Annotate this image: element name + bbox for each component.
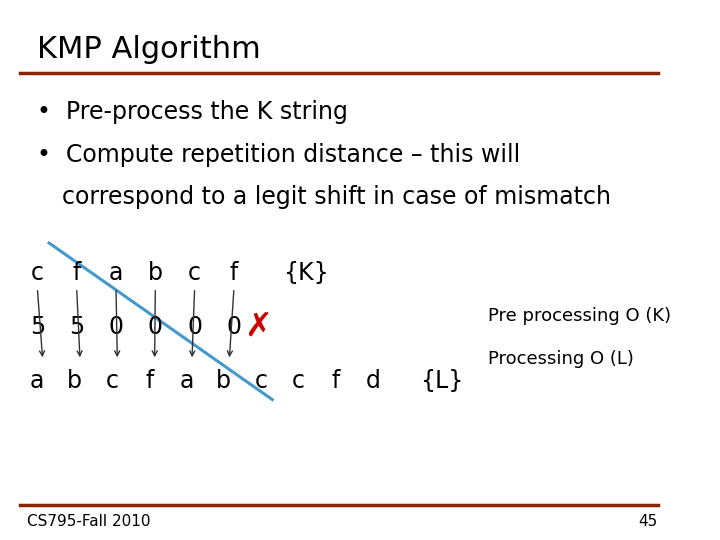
Text: {L}: {L} — [420, 369, 464, 393]
Text: Pre processing O (K): Pre processing O (K) — [488, 307, 672, 325]
Text: f: f — [331, 369, 340, 393]
Text: c: c — [105, 369, 118, 393]
Text: c: c — [292, 369, 305, 393]
Text: 0: 0 — [109, 315, 123, 339]
Text: a: a — [30, 369, 45, 393]
Text: 0: 0 — [227, 315, 241, 339]
Text: ✗: ✗ — [243, 310, 271, 343]
Text: correspond to a legit shift in case of mismatch: correspond to a legit shift in case of m… — [62, 185, 611, 208]
Text: b: b — [216, 369, 231, 393]
Text: 5: 5 — [30, 315, 45, 339]
Text: b: b — [148, 261, 163, 285]
Text: c: c — [31, 261, 44, 285]
Text: b: b — [67, 369, 82, 393]
Text: f: f — [145, 369, 153, 393]
Text: Processing O (L): Processing O (L) — [488, 350, 634, 368]
Text: f: f — [230, 261, 238, 285]
Text: {K}: {K} — [284, 261, 329, 285]
Text: 5: 5 — [69, 315, 84, 339]
Text: a: a — [109, 261, 123, 285]
Text: c: c — [188, 261, 201, 285]
Text: 0: 0 — [148, 315, 163, 339]
Text: f: f — [73, 261, 81, 285]
Text: 0: 0 — [187, 315, 202, 339]
Text: •  Pre-process the K string: • Pre-process the K string — [37, 100, 348, 124]
Text: •  Compute repetition distance – this will: • Compute repetition distance – this wil… — [37, 143, 521, 167]
Text: a: a — [179, 369, 194, 393]
Text: KMP Algorithm: KMP Algorithm — [37, 35, 261, 64]
Text: 45: 45 — [639, 514, 658, 529]
Text: CS795-Fall 2010: CS795-Fall 2010 — [27, 514, 150, 529]
Text: c: c — [255, 369, 268, 393]
Text: d: d — [366, 369, 380, 393]
